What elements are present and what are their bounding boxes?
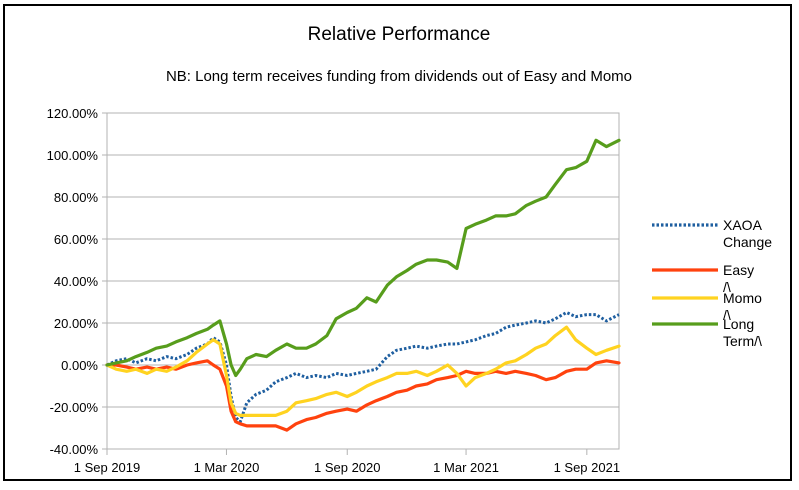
series-line-3 <box>105 138 621 378</box>
chart-title: Relative Performance <box>308 24 491 45</box>
y-tick-label: -20.00% <box>50 400 99 415</box>
series-line-1 <box>105 359 621 432</box>
gridlines <box>107 112 619 450</box>
legend-label-0: XAOA Change <box>723 217 772 250</box>
x-tick-label: 1 Mar 2020 <box>194 460 260 475</box>
chart-frame <box>3 4 792 481</box>
y-tick-label: 40.00% <box>54 274 99 289</box>
y-tick-label: -40.00% <box>50 442 99 457</box>
x-tick-label: 1 Sep 2019 <box>74 460 141 475</box>
legend: XAOA Change Easy/\Momo/\Long Term/\ <box>652 217 772 349</box>
plot-area <box>106 112 620 450</box>
y-tick-label: 80.00% <box>54 190 99 205</box>
legend-label-2: Momo/\ <box>723 290 762 323</box>
y-tick-label: 60.00% <box>54 232 99 247</box>
x-tick-label: 1 Mar 2021 <box>433 460 499 475</box>
legend-label-3: Long Term/\ <box>723 316 762 349</box>
series-line-2 <box>105 325 621 417</box>
x-tick-label: 1 Sep 2020 <box>314 460 381 475</box>
y-tick-label: 120.00% <box>47 106 99 121</box>
x-tick-label: 1 Sep 2021 <box>554 460 621 475</box>
y-tick-label: 0.00% <box>61 358 98 373</box>
series-lines <box>105 138 621 432</box>
series-line-0 <box>106 311 620 424</box>
legend-label-1: Easy/\ <box>723 262 754 295</box>
y-tick-label: 100.00% <box>47 148 99 163</box>
axes: 120.00% 100.00% 80.00% 60.00% 40.00% 20.00% 0.… <box>47 106 620 475</box>
chart-subtitle: NB: Long term receives funding from divi… <box>166 68 632 85</box>
y-tick-label: 20.00% <box>54 316 99 331</box>
